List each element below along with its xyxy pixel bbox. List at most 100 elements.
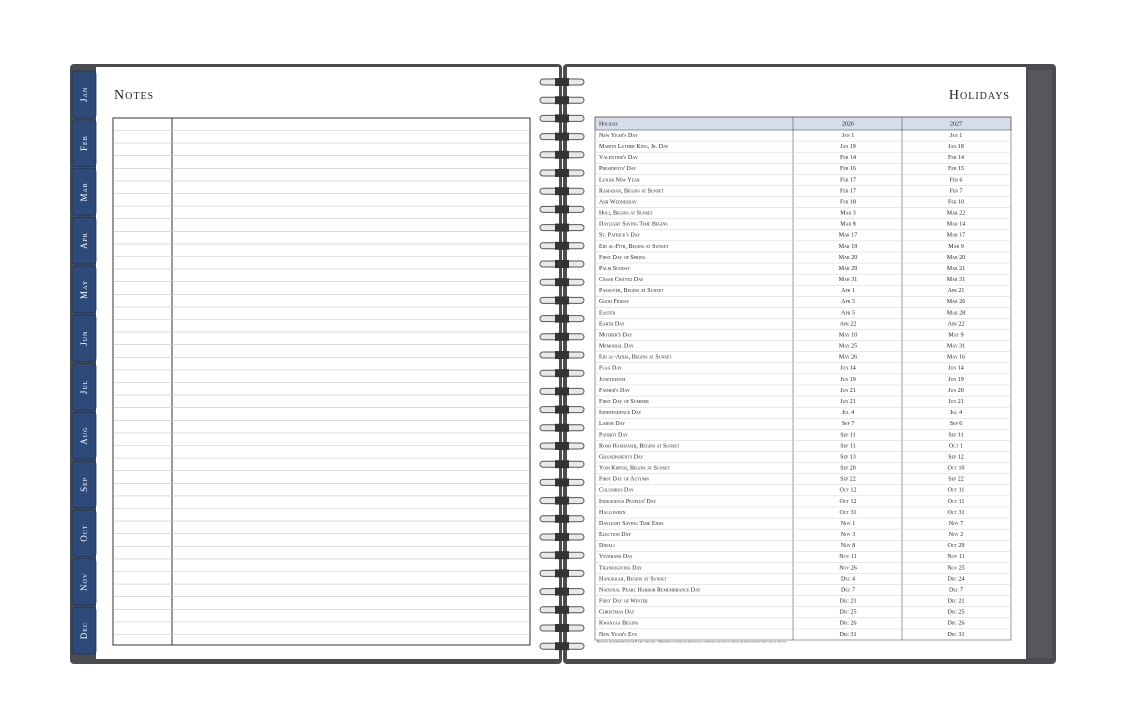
holiday-name: Flag Day [599, 366, 622, 372]
holiday-name: Ramadan, Begins at Sunset [599, 188, 664, 194]
holiday-date: Nov 25 [947, 565, 965, 571]
holiday-date: Feb 14 [840, 155, 856, 161]
holiday-date: Sep 6 [950, 421, 963, 427]
holiday-date: Apr 3 [841, 299, 855, 305]
month-tab-label: Dec [79, 622, 89, 639]
ring-wire [555, 605, 569, 614]
ring-wire [555, 241, 569, 250]
month-tab [71, 70, 97, 119]
ring-wire [555, 332, 569, 341]
ring-wire [555, 205, 569, 214]
holiday-date: Jul 4 [950, 410, 962, 416]
holiday-date: Jan 18 [948, 144, 964, 150]
holiday-name: New Year's Eve [599, 632, 638, 638]
holiday-name: Kwanzaa Begins [599, 621, 638, 627]
holiday-date: Dec 21 [948, 599, 965, 605]
month-tab [71, 216, 97, 265]
holiday-name: Martin Luther King, Jr. Day [599, 144, 669, 150]
holiday-name: Independence Day [599, 410, 641, 416]
holiday-date: Feb 10 [948, 199, 964, 205]
holiday-date: May 10 [839, 332, 857, 338]
holiday-date: Mar 22 [947, 211, 965, 217]
holiday-date: Feb 16 [840, 166, 856, 172]
holiday-name: Indigenous Peoples' Day [599, 499, 656, 505]
holiday-date: Dec 4 [841, 576, 855, 582]
holiday-name: Lunar New Year [599, 177, 640, 183]
holiday-date: Mar 21 [947, 266, 965, 272]
holiday-date: Jun 14 [840, 366, 856, 372]
month-tab [71, 265, 97, 314]
holiday-date: Feb 18 [840, 199, 856, 205]
month-tab-label: Oct [79, 525, 89, 542]
ring-wire [555, 351, 569, 359]
holiday-date: Dec 21 [840, 599, 857, 605]
holiday-date: Jul 4 [842, 410, 854, 416]
holiday-name: National Pearl Harbor Remembrance Day [599, 587, 701, 593]
month-tab-label: Feb [79, 135, 89, 151]
holiday-date: Mar 17 [839, 233, 857, 239]
holiday-date: Mar 20 [839, 255, 857, 261]
holiday-date: Oct 12 [840, 488, 857, 494]
holiday-name: Election Day [599, 532, 631, 538]
ring-wire [555, 223, 569, 232]
holiday-date: Feb 14 [948, 155, 964, 161]
month-tab-label: Mar [79, 182, 89, 201]
holiday-date: Dec 31 [840, 632, 857, 638]
holiday-name: Palm Sunday [599, 266, 630, 272]
holiday-name: Patriot Day [599, 432, 628, 438]
holiday-date: Sep 11 [840, 443, 855, 449]
month-tab [71, 509, 97, 557]
ring-wire [555, 496, 569, 505]
ring-wire [555, 587, 569, 596]
holiday-name: First Day of Winter [599, 599, 648, 605]
holiday-date: Oct 1 [949, 443, 963, 449]
ring-wire [555, 114, 569, 123]
footnote: Holidays are represented in the Pacific … [597, 640, 787, 645]
holiday-date: Jan 1 [842, 133, 855, 139]
holiday-date: Feb 15 [948, 166, 964, 172]
notes-box [112, 117, 531, 646]
holiday-date: Apr 1 [841, 288, 855, 294]
holiday-name: Mother's Day [599, 332, 632, 338]
holiday-date: Jun 19 [840, 377, 856, 383]
ring-wire [555, 96, 569, 105]
holiday-name: Yom Kippur, Begins at Sunset [599, 466, 670, 472]
holiday-name: Presidents' Day [599, 166, 636, 172]
holiday-date: Nov 8 [841, 543, 856, 549]
ring-wire [555, 296, 569, 305]
holiday-date: May 26 [839, 355, 857, 361]
holiday-date: Sep 11 [840, 432, 855, 438]
ring-wire [555, 551, 569, 560]
holiday-name: Daylight Saving Time Ends [599, 521, 664, 527]
ring-wire [555, 314, 569, 323]
holiday-name: First Day of Spring [599, 255, 646, 261]
holiday-date: Dec 26 [840, 621, 857, 627]
ring-wire [555, 460, 569, 469]
holiday-date: Dec 31 [948, 632, 965, 638]
holiday-name: Eid al-Adha, Begins at Sunset [599, 355, 672, 361]
month-tab [71, 119, 97, 167]
holiday-date: Feb 7 [950, 188, 963, 194]
ring-wire [555, 514, 569, 523]
holiday-date: Apr 22 [948, 321, 965, 327]
holiday-date: Jun 21 [840, 399, 856, 405]
holiday-date: Mar 29 [839, 266, 857, 272]
holiday-date: Oct 29 [948, 543, 965, 549]
holiday-date: Nov 1 [841, 521, 856, 527]
month-tab-label: Jan [79, 87, 89, 102]
holiday-date: Nov 3 [841, 532, 856, 538]
month-tab-label: Apr [79, 232, 89, 249]
holiday-date: Jun 20 [948, 388, 964, 394]
month-tab [71, 460, 97, 509]
holiday-name: Passover, Begins at Sunset [599, 288, 664, 294]
holiday-date: Jun 14 [948, 366, 964, 372]
holiday-name: Earth Day [599, 321, 625, 327]
holiday-date: Sep 7 [842, 421, 855, 427]
ring-wire [555, 624, 569, 632]
holiday-date: Jun 21 [948, 399, 964, 405]
holiday-name: Eid al-Fitr, Begins at Sunset [599, 244, 669, 250]
ring-wire [555, 132, 569, 141]
holiday-date: May 16 [947, 355, 965, 361]
holiday-name: César Chávez Day [599, 277, 644, 283]
ring-wire [555, 423, 569, 432]
